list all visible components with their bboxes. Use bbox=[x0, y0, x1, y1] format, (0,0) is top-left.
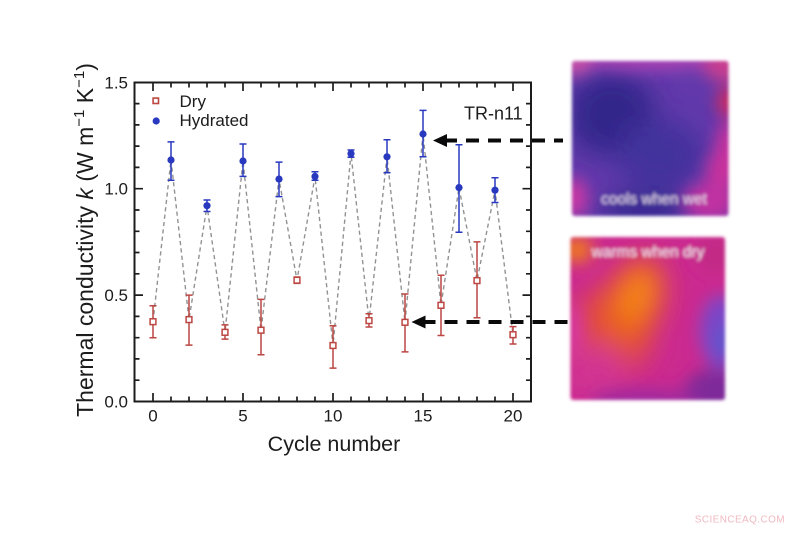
svg-text:15: 15 bbox=[414, 407, 433, 426]
svg-text:1.5: 1.5 bbox=[104, 73, 128, 92]
svg-text:Cycle number: Cycle number bbox=[268, 432, 401, 456]
svg-text:0.5: 0.5 bbox=[104, 286, 128, 305]
svg-text:10: 10 bbox=[324, 407, 343, 426]
svg-text:5: 5 bbox=[238, 407, 247, 426]
svg-text:1.0: 1.0 bbox=[104, 180, 128, 199]
svg-text:0: 0 bbox=[148, 407, 157, 426]
svg-text:20: 20 bbox=[504, 407, 523, 426]
svg-text:SCIENCEAQ.COM: SCIENCEAQ.COM bbox=[695, 515, 785, 526]
svg-text:Dry: Dry bbox=[180, 92, 207, 111]
svg-text:Hydrated: Hydrated bbox=[180, 111, 249, 130]
svg-text:warms when dry: warms when dry bbox=[591, 244, 705, 261]
svg-text:cools when wet: cools when wet bbox=[601, 191, 708, 208]
svg-text:0.0: 0.0 bbox=[104, 393, 128, 412]
svg-text:TR-n11: TR-n11 bbox=[464, 104, 523, 124]
